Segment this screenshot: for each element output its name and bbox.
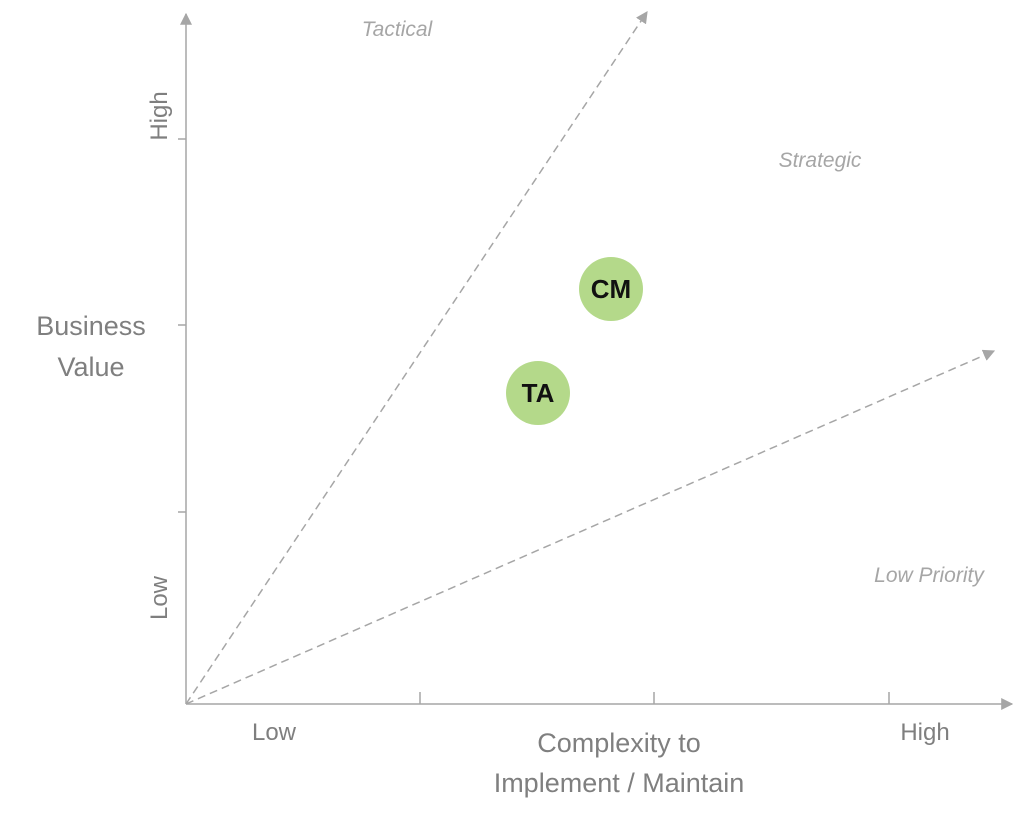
bubble-circle bbox=[506, 361, 570, 425]
bubble-label: TA bbox=[522, 378, 555, 408]
x-axis-low-label: Low bbox=[252, 719, 297, 746]
y-axis-high-label: High bbox=[146, 91, 173, 140]
bubble-circle bbox=[579, 257, 643, 321]
zone-label-low-priority: Low Priority bbox=[874, 564, 985, 587]
low-priority-boundary-line bbox=[185, 349, 996, 705]
zone-label-strategic: Strategic bbox=[779, 149, 862, 172]
zone-label-tactical: Tactical bbox=[362, 18, 434, 41]
x-axis-title-line1: Complexity to bbox=[537, 728, 701, 758]
item-bubble-ta: TA bbox=[506, 361, 570, 425]
y-axis-title-line2: Value bbox=[57, 352, 124, 382]
y-axis-low-label: Low bbox=[146, 575, 173, 620]
y-axis-title-line1: Business bbox=[36, 311, 146, 341]
item-bubble-cm: CM bbox=[579, 257, 643, 321]
tactical-boundary-line bbox=[185, 11, 648, 705]
x-axis-high-label: High bbox=[900, 719, 949, 746]
x-axis-title-line2: Implement / Maintain bbox=[494, 768, 745, 798]
bubble-label: CM bbox=[591, 274, 631, 304]
